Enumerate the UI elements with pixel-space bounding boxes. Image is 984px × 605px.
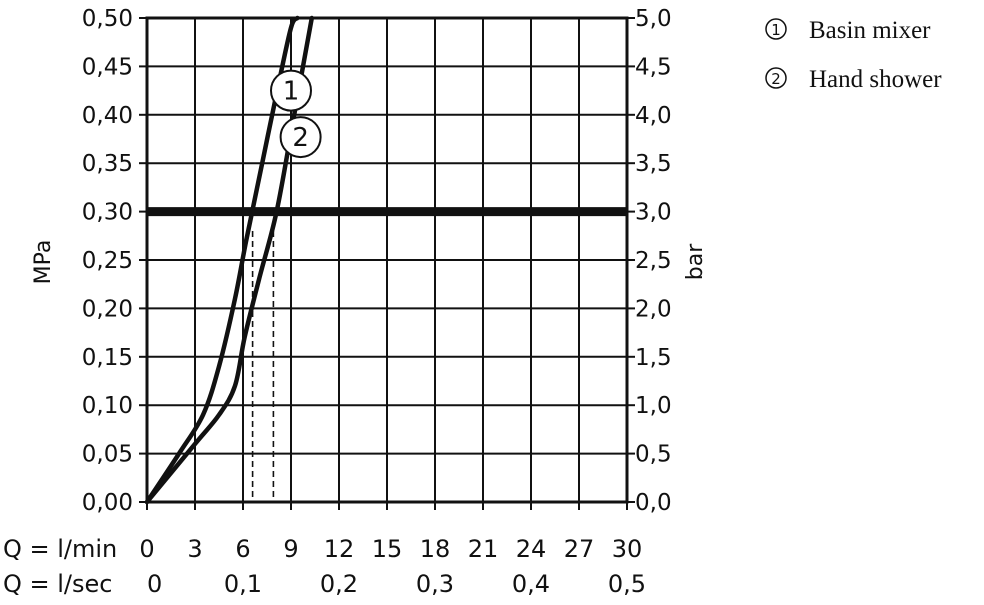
y-left-tick-label: 0,00 (82, 490, 133, 516)
y-left-tick-label: 0,20 (82, 296, 133, 322)
y-left-tick-label: 0,15 (82, 345, 133, 371)
series-marker-label-1: 1 (283, 77, 300, 107)
y-left-tick-label: 0,05 (82, 442, 133, 468)
x-lmin-tick-label: 3 (187, 535, 202, 563)
x-lmin-tick-label: 27 (564, 535, 595, 563)
x-lsec-tick-label: 0,1 (224, 570, 262, 598)
droplines (251, 230, 275, 502)
x-lsec-tick-label: 0 (147, 570, 162, 598)
legend-item-hand-shower: 2 Hand shower (765, 66, 942, 93)
x-lsec-tick-label: 0,5 (608, 570, 646, 598)
series-marker-label-2: 2 (292, 123, 309, 153)
grid (147, 18, 627, 502)
y-right-tick-label: 1,5 (635, 345, 672, 371)
y-left-tick-label: 0,30 (82, 200, 133, 226)
x-axis-lmin-label: Q = l/min (3, 535, 117, 563)
y-axis-right-ticks: 0,0 0,5 1,0 1,5 2,0 2,5 3,0 3,5 4,0 4,5 5,0 (627, 6, 672, 516)
x-axis-lmin-ticks: 0 3 6 9 12 15 18 21 24 27 30 (139, 502, 642, 563)
x-lmin-tick-label: 0 (139, 535, 154, 563)
series-markers: 12 (270, 69, 322, 159)
series-marker-circle-1 (270, 69, 312, 112)
y-axis-left-label: MPa (31, 240, 56, 285)
legend-marker-1 (765, 18, 787, 40)
y-left-tick-label: 0,45 (82, 54, 133, 80)
y-left-tick-label: 0,50 (82, 6, 133, 32)
y-right-tick-label: 3,0 (635, 200, 672, 226)
x-lmin-tick-label: 6 (235, 535, 250, 563)
y-right-tick-label: 3,5 (635, 151, 672, 177)
y-left-tick-label: 0,40 (82, 103, 133, 129)
legend-marker-1-label: 1 (771, 21, 781, 39)
y-right-tick-label: 0,0 (635, 490, 672, 516)
x-lmin-tick-label: 30 (612, 535, 643, 563)
y-right-tick-label: 0,5 (635, 442, 672, 468)
x-lmin-tick-label: 24 (516, 535, 547, 563)
y-right-tick-label: 5,0 (635, 6, 672, 32)
legend-label-hand-shower: Hand shower (809, 66, 942, 93)
y-right-tick-label: 1,0 (635, 393, 672, 419)
y-axis-left-ticks: 0,00 0,05 0,10 0,15 0,20 0,25 0,30 0,35 0,40 0,45… (82, 6, 147, 516)
y-right-tick-label: 4,0 (635, 103, 672, 129)
x-lsec-tick-label: 0,4 (512, 570, 550, 598)
legend-marker-2-label: 2 (771, 70, 781, 88)
x-lmin-tick-label: 18 (420, 535, 451, 563)
x-lmin-tick-label: 9 (283, 535, 298, 563)
series-marker-circle-2 (279, 116, 322, 159)
y-left-tick-label: 0,10 (82, 393, 133, 419)
series-line-1 (144, 15, 300, 505)
x-lsec-tick-label: 0,3 (416, 570, 454, 598)
x-lmin-tick-label: 15 (372, 535, 403, 563)
x-lmin-tick-label: 12 (324, 535, 355, 563)
y-right-tick-label: 2,5 (635, 248, 672, 274)
x-axis-lsec-label: Q = l/sec (3, 570, 112, 598)
x-lsec-tick-label: 0,2 (320, 570, 358, 598)
legend-marker-2 (765, 67, 787, 89)
y-axis-right-label: bar (683, 243, 708, 280)
y-right-tick-label: 4,5 (635, 54, 672, 80)
x-lmin-tick-label: 21 (468, 535, 499, 563)
x-axis-lsec-ticks: 0 0,1 0,2 0,3 0,4 0,5 (147, 570, 646, 598)
legend-label-basin-mixer: Basin mixer (809, 17, 931, 44)
y-left-tick-label: 0,25 (82, 248, 133, 274)
y-left-tick-label: 0,35 (82, 151, 133, 177)
legend-item-basin-mixer: 1 Basin mixer (765, 17, 931, 44)
legend: 1 Basin mixer 2 Hand shower (765, 17, 942, 93)
y-right-tick-label: 2,0 (635, 296, 672, 322)
